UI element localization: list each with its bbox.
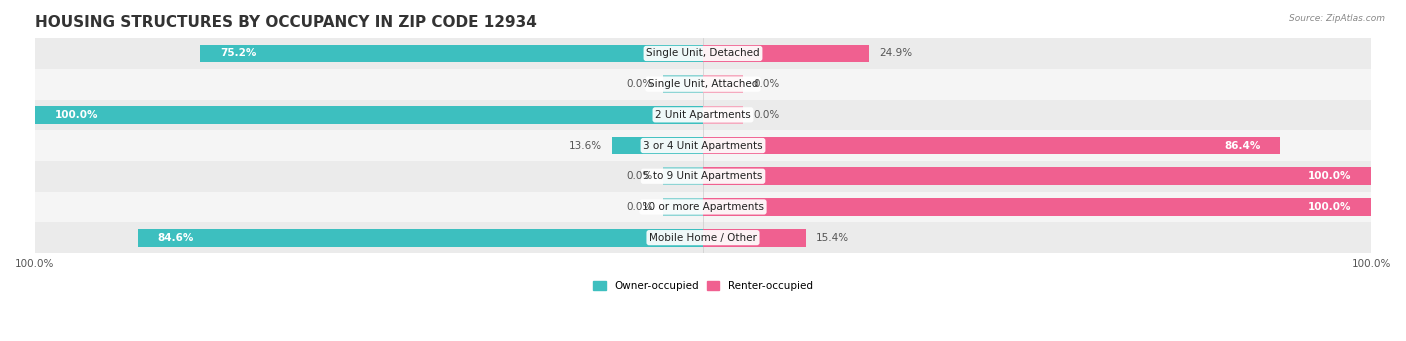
Legend: Owner-occupied, Renter-occupied: Owner-occupied, Renter-occupied: [589, 277, 817, 295]
Bar: [703, 106, 744, 124]
Text: Mobile Home / Other: Mobile Home / Other: [650, 233, 756, 243]
Text: 3 or 4 Unit Apartments: 3 or 4 Unit Apartments: [643, 140, 763, 150]
Bar: [35, 192, 1371, 222]
Bar: [35, 222, 1371, 253]
Bar: [35, 161, 1371, 192]
Bar: [35, 130, 1371, 161]
Text: 0.0%: 0.0%: [754, 110, 779, 120]
Bar: [612, 137, 703, 154]
Text: 0.0%: 0.0%: [627, 202, 652, 212]
Bar: [703, 167, 1371, 185]
Bar: [35, 69, 1371, 100]
Text: 84.6%: 84.6%: [157, 233, 194, 243]
Text: 10 or more Apartments: 10 or more Apartments: [643, 202, 763, 212]
Bar: [35, 106, 703, 124]
Text: HOUSING STRUCTURES BY OCCUPANCY IN ZIP CODE 12934: HOUSING STRUCTURES BY OCCUPANCY IN ZIP C…: [35, 15, 537, 30]
Text: 5 to 9 Unit Apartments: 5 to 9 Unit Apartments: [644, 171, 762, 181]
Text: 100.0%: 100.0%: [1308, 171, 1351, 181]
Bar: [662, 198, 703, 216]
Text: 24.9%: 24.9%: [879, 48, 912, 58]
Text: 75.2%: 75.2%: [221, 48, 257, 58]
Text: 2 Unit Apartments: 2 Unit Apartments: [655, 110, 751, 120]
Text: Single Unit, Attached: Single Unit, Attached: [648, 79, 758, 89]
Text: 86.4%: 86.4%: [1225, 140, 1260, 150]
Bar: [703, 75, 744, 93]
Bar: [703, 229, 806, 247]
Text: 0.0%: 0.0%: [627, 79, 652, 89]
Bar: [703, 45, 869, 62]
Text: Source: ZipAtlas.com: Source: ZipAtlas.com: [1289, 14, 1385, 23]
Text: Single Unit, Detached: Single Unit, Detached: [647, 48, 759, 58]
Text: 13.6%: 13.6%: [569, 140, 602, 150]
Text: 100.0%: 100.0%: [55, 110, 98, 120]
Text: 0.0%: 0.0%: [627, 171, 652, 181]
Bar: [662, 75, 703, 93]
Bar: [703, 137, 1281, 154]
Bar: [35, 100, 1371, 130]
Text: 15.4%: 15.4%: [815, 233, 849, 243]
Bar: [662, 167, 703, 185]
Bar: [703, 198, 1371, 216]
Text: 100.0%: 100.0%: [1308, 202, 1351, 212]
Bar: [201, 45, 703, 62]
Bar: [138, 229, 703, 247]
Text: 0.0%: 0.0%: [754, 79, 779, 89]
Bar: [35, 38, 1371, 69]
